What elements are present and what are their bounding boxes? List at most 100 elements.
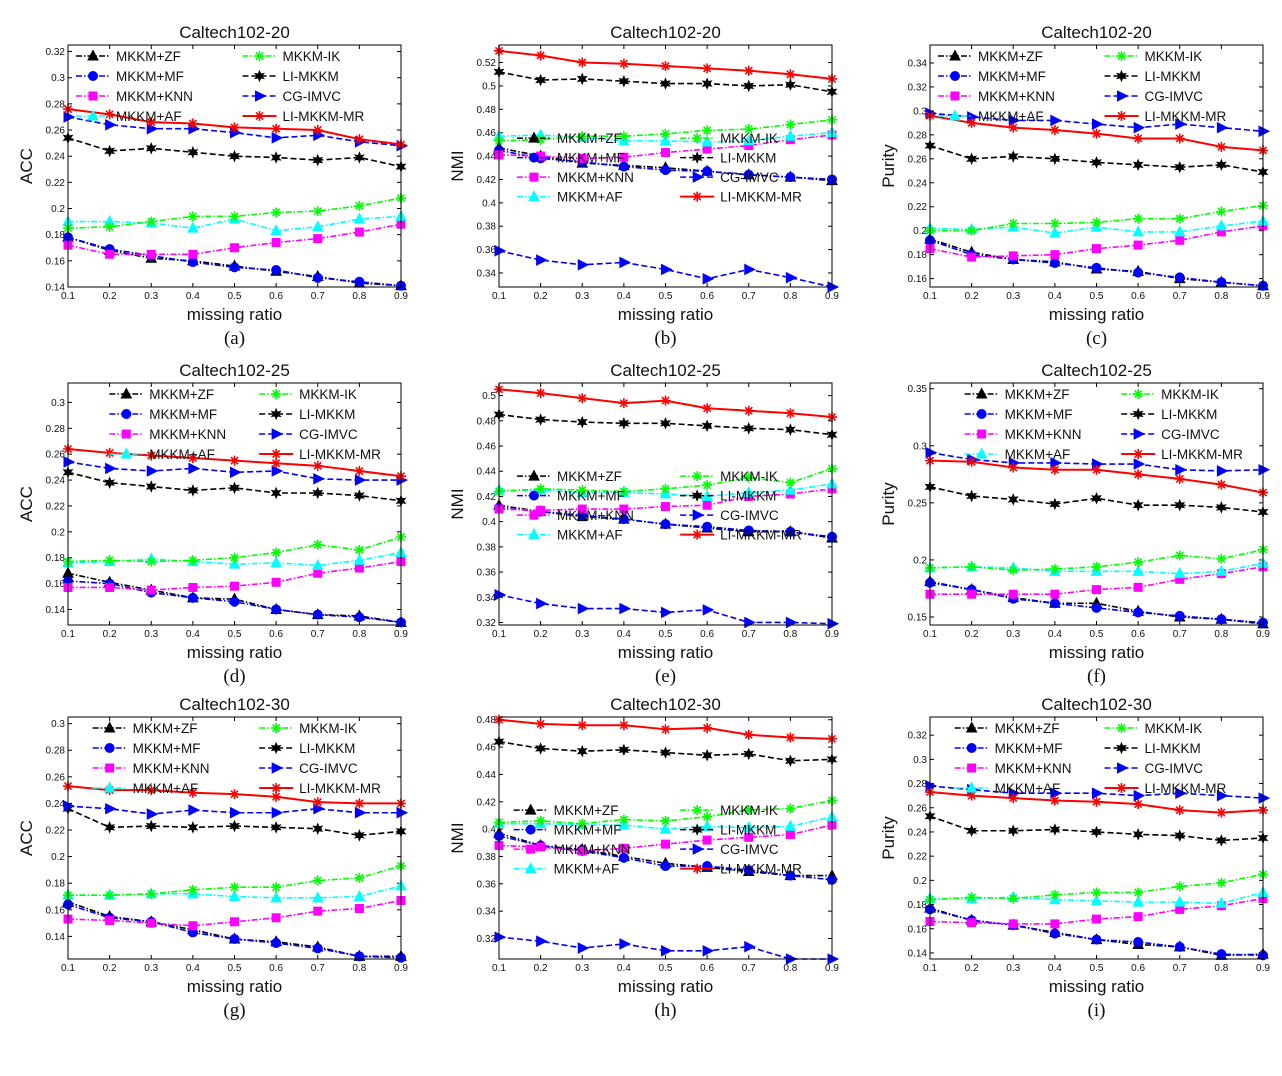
data-point [1215,896,1228,908]
data-point [619,843,629,853]
data-point [146,122,159,135]
x-tick-label: 0.6 [700,291,714,302]
x-tick-label: 0.8 [352,291,366,302]
data-point [661,944,673,957]
data-point [966,561,977,572]
legend-marker [271,389,282,399]
y-tick-label: 0.18 [908,250,928,261]
panel-caption: (f) [1087,666,1106,687]
legend-item-li-mkkm: LI-MKKM [259,407,355,422]
legend-marker [965,721,978,733]
data-point [1008,793,1019,804]
data-point [535,413,547,426]
legend-item-cg-imvc: CG-IMVC [259,427,358,442]
data-point [785,870,796,881]
data-point [577,153,587,163]
data-point [618,720,629,731]
data-point [1174,550,1185,561]
x-tick-label: 0.4 [617,629,631,640]
panel-caption: (i) [1088,1000,1106,1021]
data-point [744,832,754,842]
data-point [967,252,977,262]
x-tick-label: 0.6 [1131,629,1145,640]
legend-marker [1116,51,1127,61]
data-point [270,224,282,236]
legend-marker [949,109,961,121]
data-point [925,446,938,459]
data-point [576,744,588,758]
data-point [1092,787,1104,800]
legend-item-cg-imvc: CG-IMVC [680,170,779,185]
x-tick-label: 0.8 [352,963,366,974]
x-tick-label: 0.9 [394,629,408,640]
y-tick-label: 0.3 [51,73,65,84]
legend-marker [967,763,977,773]
x-tick-label: 0.8 [783,629,797,640]
data-point [229,552,240,563]
data-point [744,940,756,953]
legend-marker [103,781,116,793]
x-tick-label: 0.1 [61,291,75,302]
data-point [702,125,713,136]
data-point [1091,262,1102,273]
legend-label: MKKM+KNN [978,89,1055,104]
data-point [1215,219,1228,231]
data-point [1049,928,1060,939]
data-point [270,821,282,834]
legend-marker [1116,111,1127,121]
data-point [494,931,507,943]
data-point [1133,240,1143,250]
x-tick-label: 0.7 [1173,963,1187,974]
data-point [1132,564,1144,576]
legend-label: MKKM+AF [116,109,182,124]
x-tick-label: 0.5 [659,291,673,302]
legend-item-li-mkkm-mr: LI-MKKM-MR [242,109,364,124]
data-point [188,582,198,592]
legend-item-mkkm-ik: MKKM-IK [1121,387,1219,402]
y-tick-label: 0.34 [477,268,497,279]
legend-item-mkkm-knn: MKKM+KNN [76,89,193,104]
data-point [1008,893,1019,904]
legend: MKKM+ZF MKKM+MF MKKM+KNN MKKM+AF MKKM-IK LI-M… [516,131,802,205]
legend-item-mkkm-knn: MKKM+KNN [954,761,1072,776]
legend: MKKM+ZF MKKM+MF MKKM+KNN MKKM+AF MKKM-IK LI-M… [516,469,802,543]
data-point [660,815,671,826]
data-point [1133,912,1143,922]
legend-marker [1116,783,1127,793]
legend-marker [950,71,960,81]
legend-marker [88,91,98,101]
y-axis-label: Purity [879,816,898,860]
data-point [1049,125,1060,136]
legend-item-mkkm-knn: MKKM+KNN [964,427,1082,442]
plot-frame [67,44,402,288]
legend-item-mkkm-mf: MKKM+MF [938,69,1046,84]
data-point [1174,610,1185,621]
data-point [535,718,546,729]
data-point [619,602,631,615]
data-point [354,276,365,287]
data-point [618,743,630,757]
legend-item-mkkm-af: MKKM+AF [938,109,1044,124]
data-point [1132,158,1144,172]
data-point [313,802,325,815]
data-point [660,165,671,176]
data-point [312,943,323,954]
data-point [619,504,629,514]
data-point [312,153,324,167]
x-tick-label: 0.6 [269,291,283,302]
data-point [785,732,796,743]
data-point [742,821,755,833]
data-point [785,803,796,814]
x-tick-label: 0.8 [1214,291,1228,302]
y-tick-label: 0.48 [477,105,497,116]
series-cg-imvc [494,588,840,630]
legend-marker [88,71,98,81]
data-point [312,539,323,550]
legend-item-mkkm-mf: MKKM+MF [76,69,184,84]
data-point [1007,150,1019,163]
data-point [105,915,115,925]
legend-label: MKKM+MF [978,69,1046,84]
series-line [67,223,402,256]
data-point [312,272,323,283]
chart-title: Caltech102-25 [1041,361,1152,380]
